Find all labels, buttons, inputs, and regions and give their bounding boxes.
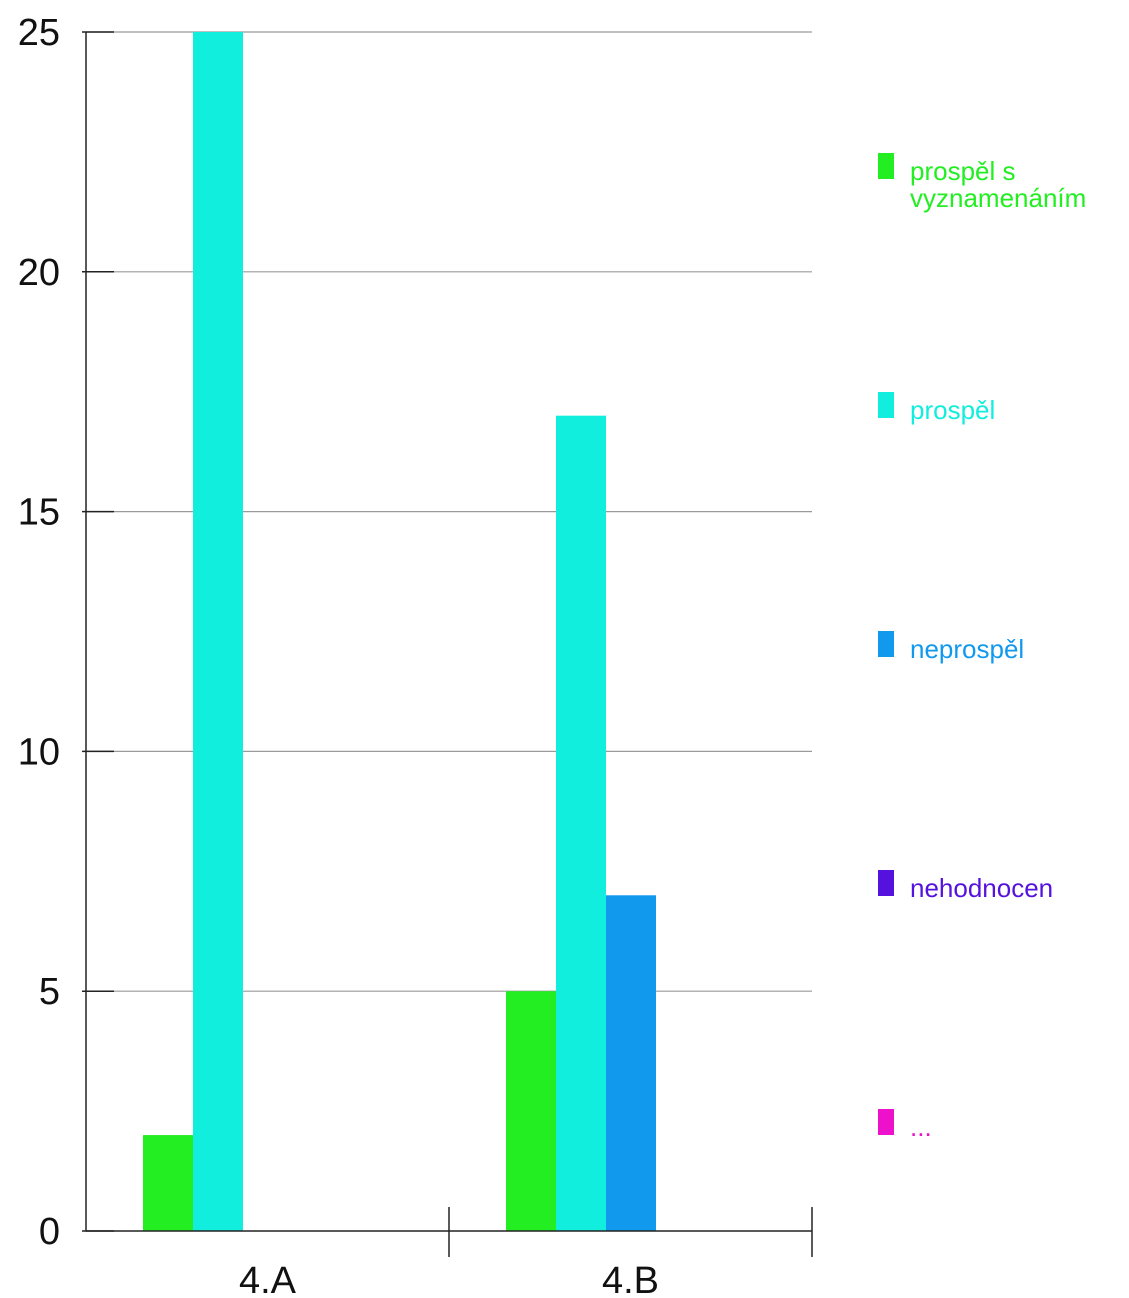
- legend-label: neprospěl: [910, 634, 1024, 664]
- y-tick-label: 0: [39, 1211, 60, 1253]
- legend-swatch: [878, 392, 894, 418]
- bars: [143, 32, 656, 1231]
- bar: [143, 1135, 193, 1231]
- axes: [85, 32, 813, 1257]
- y-tick-label: 25: [18, 12, 60, 54]
- x-axis-ticks: 4.A 4.B: [239, 1260, 659, 1298]
- y-tick-label: 15: [18, 492, 60, 534]
- y-tick-label: 5: [39, 971, 60, 1013]
- y-axis-ticks: 0 5 10 15 20 25: [18, 12, 114, 1253]
- x-tick-label: 4.A: [239, 1260, 297, 1298]
- bar: [606, 895, 656, 1231]
- bar: [506, 991, 556, 1231]
- legend-label: nehodnocen: [910, 873, 1053, 903]
- legend-swatch: [878, 1109, 894, 1135]
- y-tick-label: 10: [18, 731, 60, 773]
- legend: prospěl s vyznamenáním prospěl neprospěl neh…: [878, 153, 1086, 1142]
- legend-swatch: [878, 631, 894, 657]
- legend-swatch: [878, 153, 894, 179]
- legend-label: prospěl s vyznamenáním: [910, 156, 1086, 213]
- legend-swatch: [878, 870, 894, 896]
- bar: [556, 415, 606, 1231]
- bar: [193, 32, 243, 1231]
- x-tick-label: 4.B: [602, 1260, 659, 1298]
- y-tick-label: 20: [18, 252, 60, 294]
- legend-label: prospěl: [910, 395, 995, 425]
- legend-label: ...: [910, 1112, 932, 1142]
